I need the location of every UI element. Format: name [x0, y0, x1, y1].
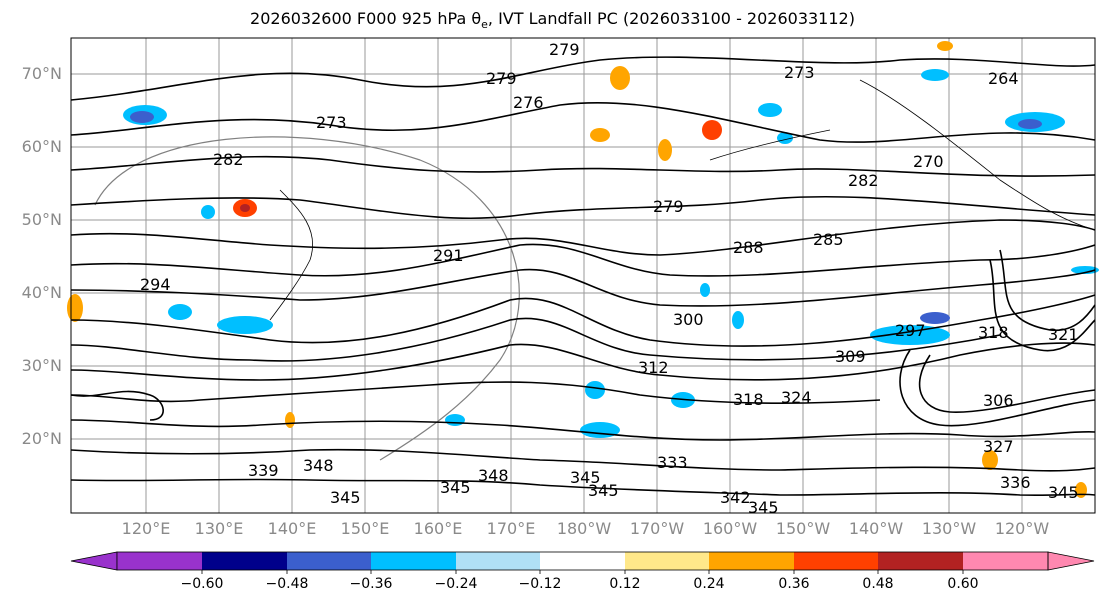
contour-label: 318 [733, 390, 764, 409]
map-frame [71, 38, 1095, 513]
lon-label: 170°E [486, 519, 536, 538]
lon-label: 180°W [556, 519, 612, 538]
colorbar-bin [540, 552, 625, 570]
contour-label: 321 [1048, 325, 1079, 344]
contour-label: 345 [440, 478, 471, 497]
lat-label: 70°N [21, 64, 62, 83]
lat-label: 20°N [21, 429, 62, 448]
lon-label: 120°W [994, 519, 1050, 538]
colorbar-bin [456, 552, 540, 570]
colorbar-bin [287, 552, 371, 570]
contour-label: 297 [895, 321, 926, 340]
contour-label: 312 [638, 358, 669, 377]
contour-label: 345 [570, 468, 601, 487]
colorbar-bin [709, 552, 794, 570]
lat-label: 30°N [21, 356, 62, 375]
lon-label: 150°W [775, 519, 831, 538]
map-title: 2026032600 F000 925 hPa θe, IVT Landfall… [250, 9, 855, 32]
lat-label: 60°N [21, 137, 62, 156]
colorbar-max-extend [1047, 551, 1095, 571]
contour-label: 300 [673, 310, 704, 329]
lat-label: 40°N [21, 283, 62, 302]
contour-label: 291 [433, 246, 464, 265]
colorbar-tick-label: 0.36 [778, 576, 810, 592]
colorbar-tick-label: 0.48 [862, 576, 894, 592]
contour-label: 345 [748, 498, 779, 517]
colorbar-tick-label: −0.36 [349, 576, 393, 592]
map-border [70, 37, 1096, 514]
contour-label: 282 [213, 150, 244, 169]
contour-label: 336 [1000, 473, 1031, 492]
colorbar-tick-label: −0.24 [434, 576, 478, 592]
lon-label: 130°W [921, 519, 977, 538]
contour-label: 273 [784, 63, 815, 82]
contour-label: 294 [140, 275, 171, 294]
colorbar-bin [963, 552, 1048, 570]
colorbar-tick-label: −0.60 [180, 576, 224, 592]
contour-label: 345 [588, 481, 619, 500]
colorbar-bin [117, 552, 202, 570]
colorbar [70, 551, 1095, 574]
colorbar-tick-label: −0.48 [265, 576, 309, 592]
contour-label: 279 [486, 69, 517, 88]
lon-label: 170°W [629, 519, 685, 538]
contour-label: 348 [303, 456, 334, 475]
contour-label: 270 [913, 152, 944, 171]
contour-label: 273 [316, 113, 347, 132]
colorbar-min-extend [70, 551, 118, 571]
contour-label: 282 [848, 171, 879, 190]
colorbar-tick-label: 0.12 [609, 576, 641, 592]
contour-label: 309 [835, 347, 866, 366]
lon-label: 160°E [413, 519, 463, 538]
colorbar-tick-label: 0.60 [947, 576, 979, 592]
anomaly-shading [67, 41, 1099, 498]
contour-label: 348 [478, 466, 509, 485]
contour-label: 345 [1048, 483, 1079, 502]
contour-label: 333 [657, 453, 688, 472]
colorbar-bin [202, 552, 287, 570]
lon-label: 120°E [121, 519, 171, 538]
contour-label: 279 [549, 40, 580, 59]
contour-label: 306 [983, 391, 1014, 410]
lat-label: 50°N [21, 210, 62, 229]
contour-label: 327 [983, 437, 1014, 456]
colorbar-tick-label: 0.24 [693, 576, 725, 592]
lon-label: 140°W [848, 519, 904, 538]
contour-label: 318 [978, 323, 1009, 342]
lon-label: 130°E [194, 519, 244, 538]
colorbar-tick-label: −0.12 [518, 576, 562, 592]
contour-label: 339 [248, 461, 279, 480]
range-circle [94, 136, 520, 461]
lon-label: 150°E [340, 519, 390, 538]
colorbar-bin [371, 552, 456, 570]
colorbar-bin [878, 552, 963, 570]
graticule [71, 38, 1095, 513]
contour-label: 288 [733, 238, 764, 257]
contour-label: 342 [720, 488, 751, 507]
contour-label: 264 [988, 69, 1019, 88]
contour-label: 285 [813, 230, 844, 249]
colorbar-bin [625, 552, 709, 570]
contour-label: 324 [781, 388, 812, 407]
contour-label: 276 [513, 93, 544, 112]
lon-label: 140°E [267, 519, 317, 538]
coastlines [269, 79, 1096, 321]
contour-label: 345 [330, 488, 361, 507]
contour-label: 279 [653, 197, 684, 216]
lon-label: 160°W [702, 519, 758, 538]
theta-e-contours [70, 56, 1096, 496]
colorbar-bin [794, 552, 878, 570]
